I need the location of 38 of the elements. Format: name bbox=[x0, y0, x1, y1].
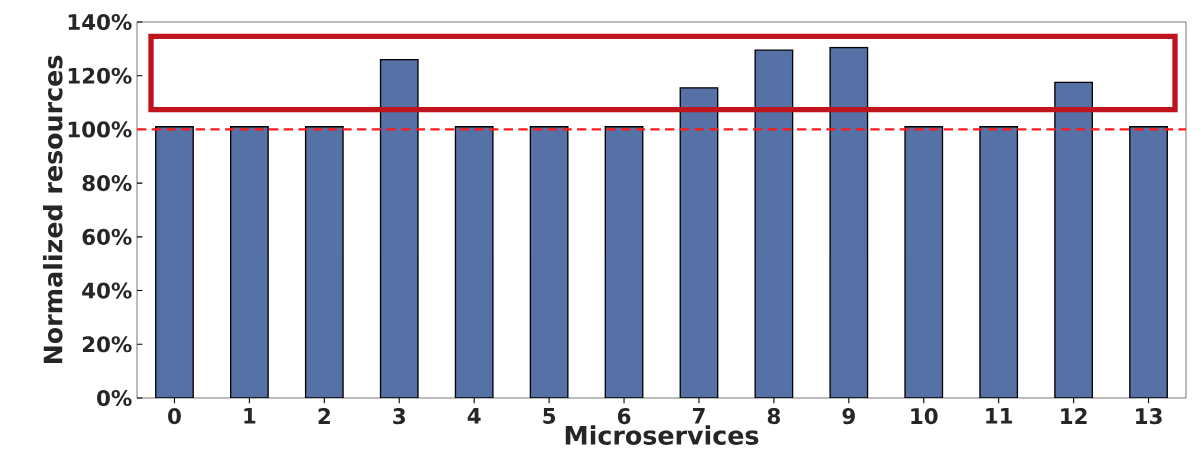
y-tick-label: 120% bbox=[68, 67, 132, 84]
y-axis-title: Normalized resources bbox=[42, 55, 63, 364]
x-tick-label: 12 bbox=[1061, 408, 1087, 424]
bar bbox=[1054, 81, 1094, 398]
bar bbox=[1129, 126, 1168, 398]
y-tick-label: 20% bbox=[82, 336, 132, 353]
bar bbox=[679, 87, 719, 398]
x-tick-label: 3 bbox=[393, 408, 405, 425]
x-tick-label: 8 bbox=[767, 408, 780, 425]
bar bbox=[304, 126, 344, 398]
bar bbox=[529, 126, 569, 398]
x-tick-label: 10 bbox=[911, 408, 938, 425]
bar bbox=[604, 126, 644, 398]
x-tick-label: 11 bbox=[986, 408, 1013, 424]
x-tick-label: 9 bbox=[842, 408, 855, 425]
x-tick-label: 6 bbox=[617, 408, 631, 425]
bar bbox=[904, 126, 944, 398]
x-axis-title: Microservices bbox=[565, 425, 759, 445]
bar bbox=[754, 49, 794, 398]
bar bbox=[829, 46, 869, 398]
x-tick-label: 4 bbox=[467, 408, 481, 424]
y-tick-label: 100% bbox=[68, 121, 132, 138]
x-tick-label: 13 bbox=[1136, 408, 1162, 425]
x-tick-label: 5 bbox=[543, 408, 556, 424]
x-tick-label: 1 bbox=[244, 408, 256, 424]
y-tick-label: 0% bbox=[97, 389, 132, 407]
bar bbox=[454, 126, 494, 398]
bar bbox=[979, 126, 1019, 398]
y-tick-label: 140% bbox=[68, 13, 132, 31]
bar bbox=[230, 126, 269, 398]
y-tick-label: 40% bbox=[82, 282, 132, 299]
y-tick-label: 80% bbox=[82, 175, 132, 192]
x-tick-label: 0 bbox=[168, 408, 181, 425]
y-tick-label: 60% bbox=[82, 228, 132, 245]
x-tick-label: 7 bbox=[692, 408, 705, 424]
bar bbox=[155, 126, 194, 398]
bar bbox=[379, 58, 419, 398]
x-tick-label: 2 bbox=[318, 408, 330, 424]
